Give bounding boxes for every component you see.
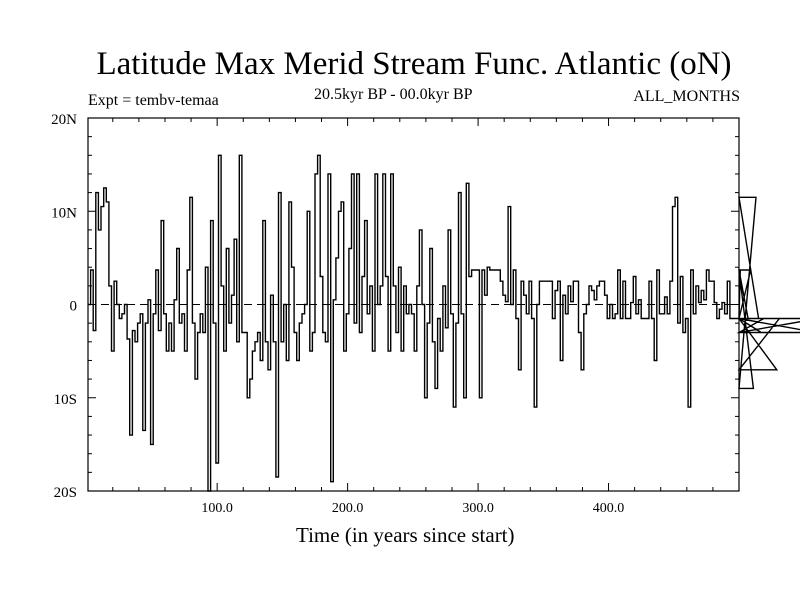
y-tick-label: 20N [51, 112, 77, 128]
months-label: ALL_MONTHS [633, 88, 740, 105]
y-tick-label: 10N [51, 205, 77, 221]
y-tick-label: 10S [54, 392, 77, 408]
y-tick-label: 0 [70, 299, 78, 315]
x-tick-label: 200.0 [332, 501, 364, 516]
plot-frame [87, 117, 740, 492]
x-tick-label: 400.0 [593, 501, 625, 516]
series-line [88, 154, 800, 492]
x-axis-label: Time (in years since start) [296, 523, 515, 547]
tick-label-layer: 100.0 200.0 300.0 400.0 20N 10N 0 10S 20S [51, 112, 624, 516]
tick-layer [88, 118, 739, 491]
experiment-label: Expt = tembv-temaa [88, 92, 219, 109]
chart-title: Latitude Max Merid Stream Func. Atlantic… [96, 46, 732, 82]
x-tick-label: 100.0 [201, 501, 233, 516]
y-tick-label: 20S [54, 485, 77, 501]
x-tick-label: 300.0 [462, 501, 494, 516]
period-label: 20.5kyr BP - 00.0kyr BP [314, 86, 473, 103]
